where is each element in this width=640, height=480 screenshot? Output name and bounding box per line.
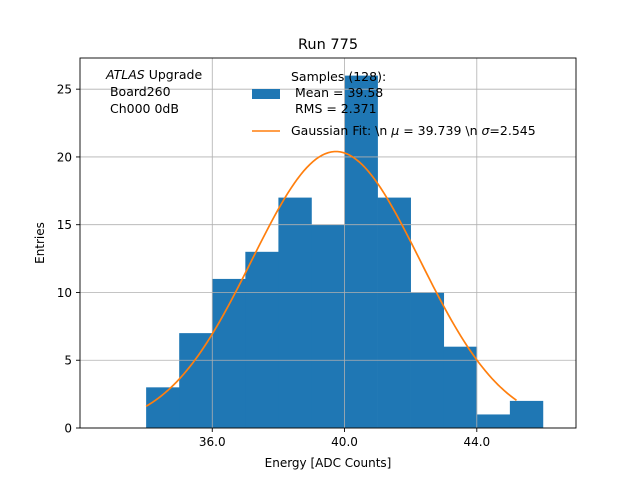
legend-samples-title: Samples (128): xyxy=(291,69,386,84)
histogram-bar-3 xyxy=(245,251,279,428)
histogram-bar-5 xyxy=(311,224,345,428)
legend-fit-end: =2.545 xyxy=(489,123,535,138)
histogram-bar-9 xyxy=(443,346,478,428)
histogram-bar-11 xyxy=(509,400,544,428)
legend-samples-mean: Mean = 39.58 xyxy=(291,85,383,100)
legend-fit-sigma-symbol: σ xyxy=(481,123,490,138)
legend: Samples (128): Mean = 39.58 RMS = 2.371 … xyxy=(252,69,536,138)
histogram-bar-7 xyxy=(377,197,411,428)
legend-fit-mid: = 39.739 \n xyxy=(399,123,481,138)
y-tick-label-1: 5 xyxy=(64,354,72,368)
y-tick-label-2: 10 xyxy=(57,286,72,300)
legend-fit-label: Gaussian Fit: \n μ = 39.739 \n σ=2.545 xyxy=(291,123,536,138)
gaussian-fit-curve xyxy=(145,150,517,407)
histogram-bar-2 xyxy=(212,278,246,428)
histogram-bar-6 xyxy=(344,75,378,428)
x-axis-label: Energy [ADC Counts] xyxy=(265,456,392,470)
x-axis-ticks: 36.0 40.0 44.0 xyxy=(199,428,490,449)
plot-frame xyxy=(79,57,577,429)
y-tick-label-3: 15 xyxy=(57,218,72,232)
histogram-bars xyxy=(146,75,544,428)
y-tick-label-4: 20 xyxy=(57,150,72,164)
y-axis-label: Entries xyxy=(33,222,47,264)
legend-fit-mu-symbol: μ xyxy=(390,123,399,138)
board-label: Board260 xyxy=(106,84,171,99)
y-tick-label-5: 25 xyxy=(57,83,72,97)
histogram-bar-10 xyxy=(476,414,511,428)
legend-samples-swatch xyxy=(252,89,280,99)
atlas-annotation: ATLAS Upgrade Board260 Ch000 0dB xyxy=(105,67,202,116)
atlas-upgrade: Upgrade xyxy=(145,67,203,82)
histogram-bar-0 xyxy=(146,387,180,428)
legend-samples-rms: RMS = 2.371 xyxy=(291,101,377,116)
atlas-italic: ATLAS xyxy=(105,67,145,82)
atlas-label-line1: ATLAS Upgrade xyxy=(105,67,202,82)
fit-curve-layer xyxy=(145,150,517,407)
x-tick-label-2: 44.0 xyxy=(463,435,490,449)
y-axis-ticks: 0 5 10 15 20 25 xyxy=(57,83,80,436)
histogram-bar-4 xyxy=(278,197,312,428)
chart-title: Run 775 xyxy=(298,37,358,53)
y-tick-label-0: 0 xyxy=(64,422,72,436)
x-tick-label-1: 40.0 xyxy=(331,435,358,449)
legend-fit-prefix: Gaussian Fit: \n xyxy=(291,123,391,138)
channel-label: Ch000 0dB xyxy=(106,101,179,116)
histogram-bar-1 xyxy=(179,333,213,428)
x-tick-label-0: 36.0 xyxy=(199,435,226,449)
